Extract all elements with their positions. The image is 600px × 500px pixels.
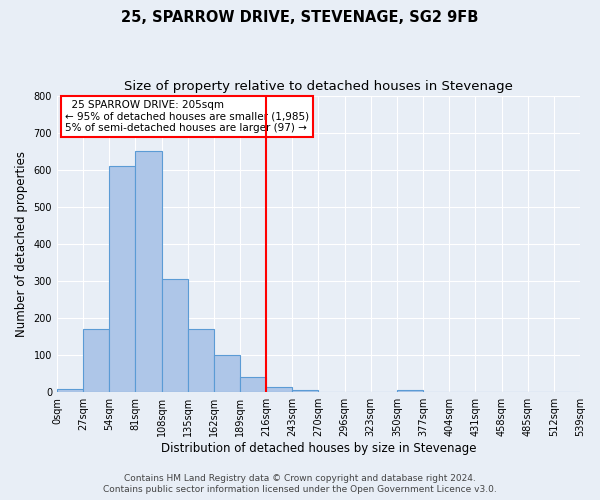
Bar (240, 378, 266, 392)
Y-axis label: Number of detached properties: Number of detached properties (15, 151, 28, 337)
Text: 25, SPARROW DRIVE, STEVENAGE, SG2 9FB: 25, SPARROW DRIVE, STEVENAGE, SG2 9FB (121, 10, 479, 25)
Bar (109, 166, 136, 392)
Bar (266, 386, 292, 392)
Text: 25 SPARROW DRIVE: 205sqm
← 95% of detached houses are smaller (1,985)
5% of semi: 25 SPARROW DRIVE: 205sqm ← 95% of detach… (65, 100, 309, 133)
Bar (136, 151, 161, 392)
Bar (161, 279, 188, 392)
Bar (83, 329, 109, 392)
Bar (57, 388, 83, 392)
Bar (292, 390, 319, 392)
X-axis label: Distribution of detached houses by size in Stevenage: Distribution of detached houses by size … (161, 442, 476, 455)
Bar (397, 390, 423, 392)
Bar (188, 329, 214, 392)
Text: Contains HM Land Registry data © Crown copyright and database right 2024.
Contai: Contains HM Land Registry data © Crown c… (103, 474, 497, 494)
Bar (214, 355, 240, 392)
Title: Size of property relative to detached houses in Stevenage: Size of property relative to detached ho… (124, 80, 513, 93)
